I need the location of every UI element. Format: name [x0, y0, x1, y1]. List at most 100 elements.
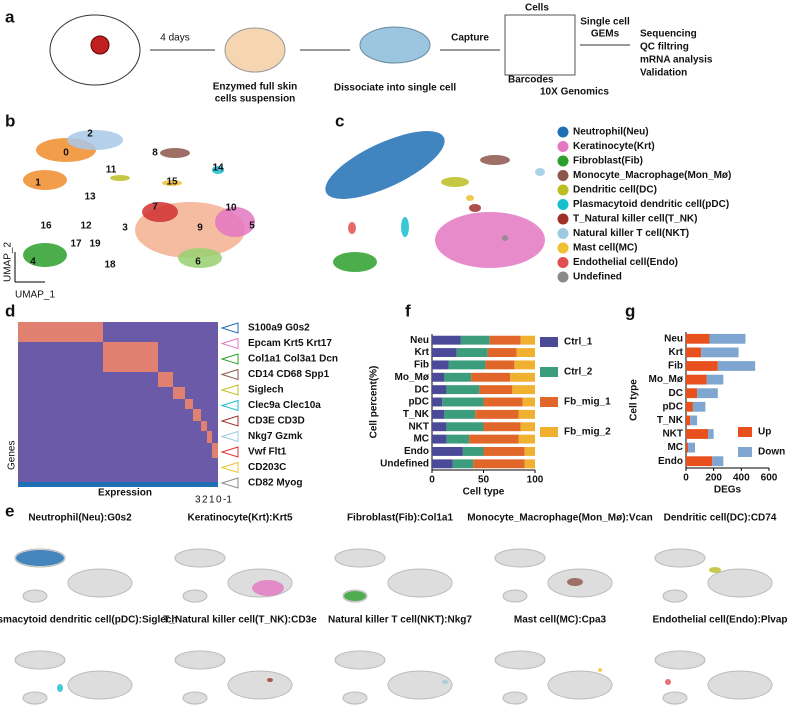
- bar-segment: [709, 333, 746, 344]
- marker-bracket: [220, 461, 239, 474]
- bar-segment: [690, 415, 698, 426]
- scale-label: 1: [209, 495, 215, 506]
- y-tick-label: Neu: [664, 333, 683, 344]
- panel-label: b: [5, 111, 15, 130]
- cluster-blob: [67, 130, 123, 150]
- marker-label: Siglech: [248, 385, 284, 396]
- cluster-label: 3: [122, 223, 128, 234]
- feature-umap: [707, 568, 773, 598]
- bar-segment: [686, 415, 691, 426]
- legend-dot: [557, 184, 569, 196]
- feature-umap: [14, 650, 66, 670]
- bar-segment: [688, 442, 695, 453]
- y-tick-label: Mo_Mø: [649, 374, 684, 385]
- legend-text: Up: [758, 427, 771, 438]
- axis-label: UMAP_2: [3, 242, 14, 282]
- feature-umap: [334, 650, 386, 670]
- feature-highlight: [567, 578, 583, 586]
- cluster-blob: [178, 248, 222, 268]
- cluster-label: 11: [106, 165, 117, 176]
- bar-segment: [692, 401, 706, 412]
- y-tick-label: pDC: [408, 397, 429, 408]
- bar-segment: [520, 422, 535, 432]
- legend-swatch: [540, 397, 558, 407]
- feature-umap: [547, 670, 613, 700]
- legend-text: Mast cell(MC): [573, 243, 637, 254]
- text: GEMs: [591, 29, 620, 40]
- bar-segment: [432, 397, 443, 407]
- y-tick-label: T_NK: [403, 409, 430, 420]
- feature-umap: [502, 589, 528, 603]
- bar-segment: [432, 447, 463, 456]
- feature-umap: [387, 670, 453, 700]
- y-tick-label: Krt: [669, 347, 684, 358]
- y-axis-label: Cell type: [629, 379, 640, 421]
- cluster-label: 8: [152, 148, 158, 159]
- feature-umap: [334, 548, 386, 568]
- legend-dot: [557, 271, 569, 283]
- y-axis-label: Cell percent(%): [369, 366, 380, 439]
- bar-segment: [432, 434, 447, 444]
- legend-dot: [557, 228, 569, 239]
- legend-text: Fibroblast(Fib): [573, 156, 643, 167]
- text: Sequencing: [640, 29, 697, 40]
- y-tick-label: Endo: [404, 446, 429, 457]
- cluster-label: 1: [35, 178, 41, 189]
- heatmap-block: [212, 443, 218, 458]
- marker-bracket: [220, 415, 239, 427]
- scale-label: -1: [223, 495, 232, 506]
- wound: [90, 35, 110, 55]
- scale-label: 3: [195, 495, 201, 506]
- text: Barcodes: [508, 75, 554, 86]
- y-tick-label: DC: [415, 384, 429, 395]
- bar-segment: [462, 447, 484, 456]
- feature-umap: [227, 670, 293, 700]
- marker-bracket: [220, 430, 239, 443]
- scale-label: 2: [202, 495, 208, 506]
- heatmap-block: [201, 421, 207, 431]
- text: 10X Genomics: [540, 87, 609, 98]
- bar-segment: [489, 335, 521, 345]
- feature-title: Keratinocyte(Krt):Krt5: [187, 513, 292, 524]
- marker-label: Col1a1 Col3a1 Dcn: [248, 354, 338, 365]
- text: QC filtring: [640, 42, 689, 53]
- heatmap-block: [193, 409, 201, 421]
- feature-title: Dendritic cell(DC):CD74: [664, 513, 777, 524]
- cluster-label: 7: [152, 202, 158, 213]
- bar-segment: [483, 422, 521, 432]
- cluster-blob: [23, 243, 67, 267]
- legend-text: Keratinocyte(Krt): [573, 141, 655, 152]
- text: Validation: [640, 68, 687, 79]
- panel-label: g: [625, 301, 635, 320]
- bar-segment: [510, 372, 535, 382]
- tube: [224, 27, 286, 73]
- y-tick-label: Fib: [414, 360, 429, 371]
- feature-title: Plasmacytoid dendritic cell(pDC):Siglech: [0, 615, 178, 626]
- legend-swatch: [738, 447, 752, 457]
- heatmap-block: [207, 431, 212, 443]
- bar-segment: [518, 434, 535, 444]
- marker-label: Epcam Krt5 Krt17: [248, 338, 332, 349]
- bar-segment: [686, 442, 689, 453]
- bar-segment: [686, 388, 698, 399]
- y-tick-label: Mo_Mø: [395, 372, 430, 383]
- cluster-label: 16: [40, 221, 52, 232]
- legend-dot: [557, 242, 569, 254]
- marker-label: Nkg7 Gzmk: [248, 431, 303, 442]
- feature-highlight: [252, 580, 284, 596]
- y-tick-label: Neu: [410, 335, 429, 346]
- heatmap-bar: [18, 482, 218, 487]
- scale-label: 0: [216, 495, 222, 506]
- cluster-blob: [215, 207, 255, 237]
- bar-segment: [444, 372, 472, 382]
- cluster-blob: [142, 202, 178, 222]
- feature-title: T_Natural killer cell(T_NK):CD3e: [163, 615, 317, 626]
- legend-text: Endothelial cell(Endo): [573, 257, 678, 268]
- feature-umap: [182, 691, 208, 705]
- feature-umap: [182, 589, 208, 603]
- feature-highlight: [57, 684, 63, 692]
- x-axis-label: Cell type: [463, 487, 505, 498]
- legend-text: Plasmacytoid dendritic cell(pDC): [573, 199, 729, 210]
- bar-segment: [460, 335, 490, 345]
- x-tick-label: 600: [761, 473, 778, 484]
